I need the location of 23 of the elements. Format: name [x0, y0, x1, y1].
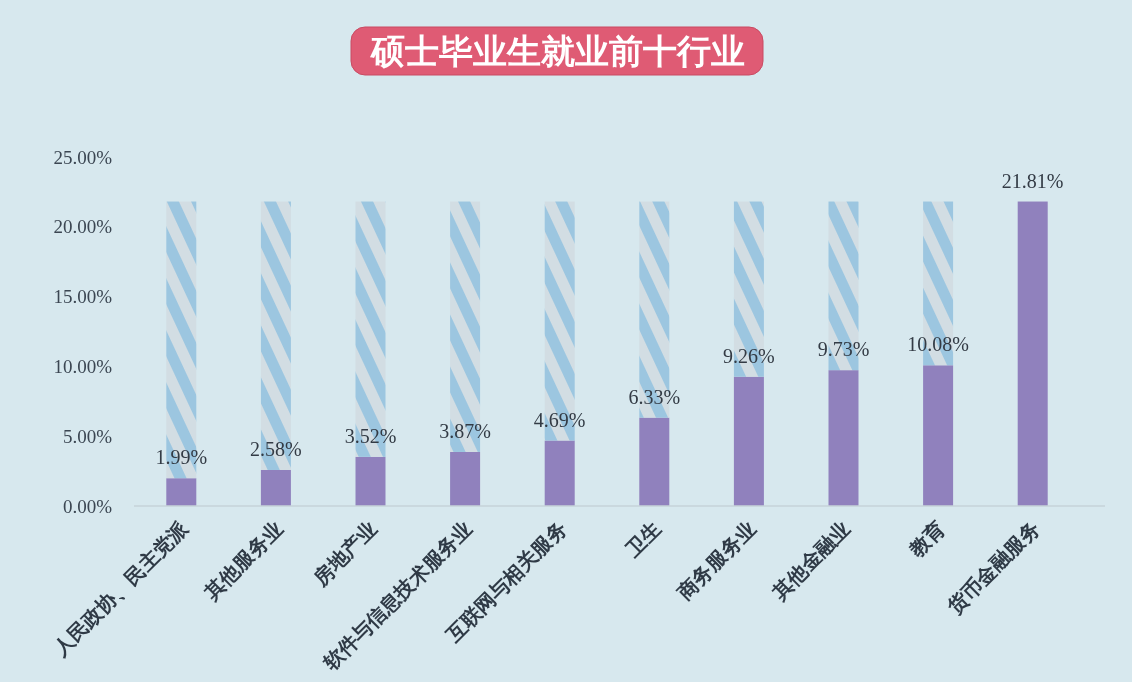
data-label: 2.58%	[250, 438, 302, 460]
x-tick-label: 人民政协、民主党派	[49, 517, 193, 661]
data-label: 10.08%	[907, 333, 969, 356]
y-tick-label: 25.00%	[53, 146, 112, 168]
data-label: 3.52%	[344, 424, 397, 447]
x-tick-label: 房地产业	[309, 517, 382, 590]
y-tick-label: 20.00%	[53, 216, 112, 238]
y-tick-label: 10.00%	[53, 356, 112, 378]
x-tick-label: 其他金融业	[768, 517, 855, 604]
y-tick-label: 5.00%	[62, 425, 112, 447]
data-label: 4.69%	[533, 408, 586, 431]
x-tick-label: 其他服务业	[200, 517, 287, 604]
title: 硕士毕业生就业前十行业	[371, 32, 745, 70]
data-label: 21.81%	[1001, 169, 1064, 192]
data-label: 9.26%	[723, 344, 775, 367]
y-tick-label: 15.00%	[53, 286, 112, 308]
y-tick-label: 0.00%	[62, 495, 112, 517]
data-label: 1.99%	[155, 446, 208, 469]
data-label: 3.87%	[439, 419, 491, 442]
x-tick-label: 卫生	[621, 517, 666, 562]
x-tick-label: 商务服务业	[673, 517, 760, 604]
data-label: 9.73%	[817, 338, 870, 361]
data-label: 6.33%	[628, 385, 681, 408]
